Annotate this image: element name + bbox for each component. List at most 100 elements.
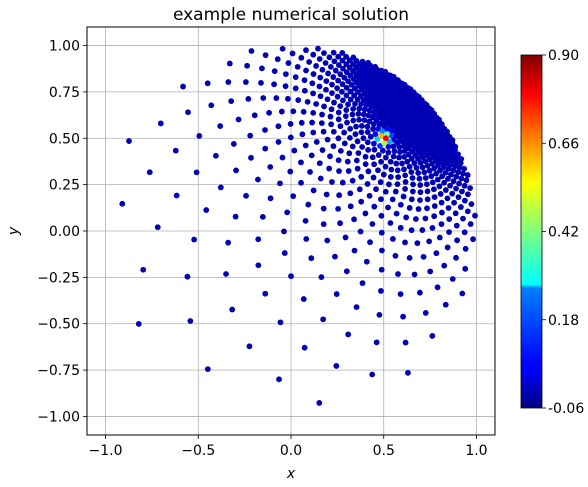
data-point	[262, 290, 269, 297]
data-point	[354, 96, 361, 103]
data-point	[381, 140, 388, 146]
data-point	[361, 106, 368, 113]
data-point	[298, 119, 305, 126]
data-point	[378, 229, 385, 236]
data-point	[378, 288, 384, 294]
x-axis-ticks: −1.0 −0.5 0.0 0.5 1.0	[89, 435, 488, 459]
data-point	[339, 57, 346, 64]
x-axis-label: x	[286, 466, 296, 482]
data-point	[405, 369, 411, 376]
data-point	[334, 85, 341, 92]
data-point	[343, 53, 350, 60]
data-point	[346, 134, 353, 141]
data-point	[343, 92, 350, 99]
data-point	[328, 106, 335, 113]
data-point	[415, 206, 422, 212]
data-point	[303, 47, 309, 54]
data-point	[463, 177, 470, 184]
data-point	[126, 138, 132, 144]
data-point	[262, 52, 269, 59]
data-point	[372, 131, 379, 138]
data-point	[274, 56, 281, 63]
data-point	[225, 79, 232, 85]
data-point	[369, 221, 376, 227]
data-point	[321, 50, 327, 57]
data-point	[429, 179, 436, 186]
data-point	[349, 111, 356, 118]
data-point	[309, 80, 316, 87]
data-point	[394, 167, 401, 174]
data-point	[397, 149, 403, 155]
data-point	[364, 129, 371, 135]
data-point	[449, 190, 456, 197]
data-point	[339, 179, 346, 186]
data-point	[409, 175, 416, 181]
data-point	[446, 216, 453, 222]
data-point	[411, 271, 418, 278]
data-point	[303, 236, 310, 242]
data-point	[308, 152, 315, 159]
data-points	[119, 45, 478, 406]
data-point	[382, 154, 389, 161]
data-point	[448, 171, 454, 178]
data-point	[309, 119, 315, 126]
data-point	[356, 116, 362, 123]
data-point	[353, 123, 359, 130]
data-point	[375, 152, 382, 158]
data-point	[364, 181, 371, 187]
data-point	[422, 175, 429, 181]
data-point	[439, 209, 445, 216]
data-point	[342, 234, 349, 241]
data-point	[457, 204, 464, 210]
data-point	[361, 117, 368, 124]
data-point	[282, 83, 289, 90]
data-point	[386, 138, 393, 145]
data-point	[333, 363, 340, 369]
data-point	[370, 126, 376, 132]
data-point	[337, 220, 344, 227]
data-point	[459, 188, 465, 195]
data-point	[217, 184, 224, 191]
data-point	[433, 170, 439, 177]
data-point	[375, 167, 381, 174]
data-point	[356, 105, 363, 112]
data-point	[392, 252, 399, 259]
data-point	[208, 102, 215, 109]
data-point	[305, 201, 312, 208]
data-point	[325, 70, 332, 77]
data-point	[360, 135, 367, 142]
data-point	[382, 188, 389, 195]
data-point	[413, 164, 420, 171]
data-point	[319, 111, 325, 118]
data-point	[358, 129, 365, 136]
data-point	[468, 201, 475, 208]
data-point	[462, 245, 469, 252]
data-point	[382, 135, 389, 142]
data-point	[248, 154, 254, 161]
data-point	[339, 88, 345, 95]
data-point	[320, 221, 327, 228]
data-point	[419, 227, 426, 233]
data-point	[450, 167, 457, 174]
data-point	[422, 310, 429, 316]
data-point	[434, 176, 441, 183]
x-tick-label: −1.0	[89, 443, 123, 459]
data-point	[389, 196, 396, 203]
data-point	[223, 271, 229, 277]
data-point	[397, 201, 404, 208]
colorbar: -0.06 0.18 0.42 0.66 0.90	[520, 48, 584, 417]
data-point	[462, 265, 469, 272]
data-point	[310, 187, 317, 194]
data-point	[437, 191, 444, 197]
data-point	[385, 204, 391, 211]
data-point	[172, 147, 179, 154]
data-point	[322, 60, 329, 66]
data-point	[358, 101, 365, 108]
data-point	[313, 63, 320, 69]
data-point	[408, 227, 415, 234]
data-point	[217, 123, 224, 129]
data-point	[408, 196, 415, 203]
data-point	[355, 111, 362, 117]
data-point	[377, 143, 383, 149]
data-point	[347, 125, 354, 132]
